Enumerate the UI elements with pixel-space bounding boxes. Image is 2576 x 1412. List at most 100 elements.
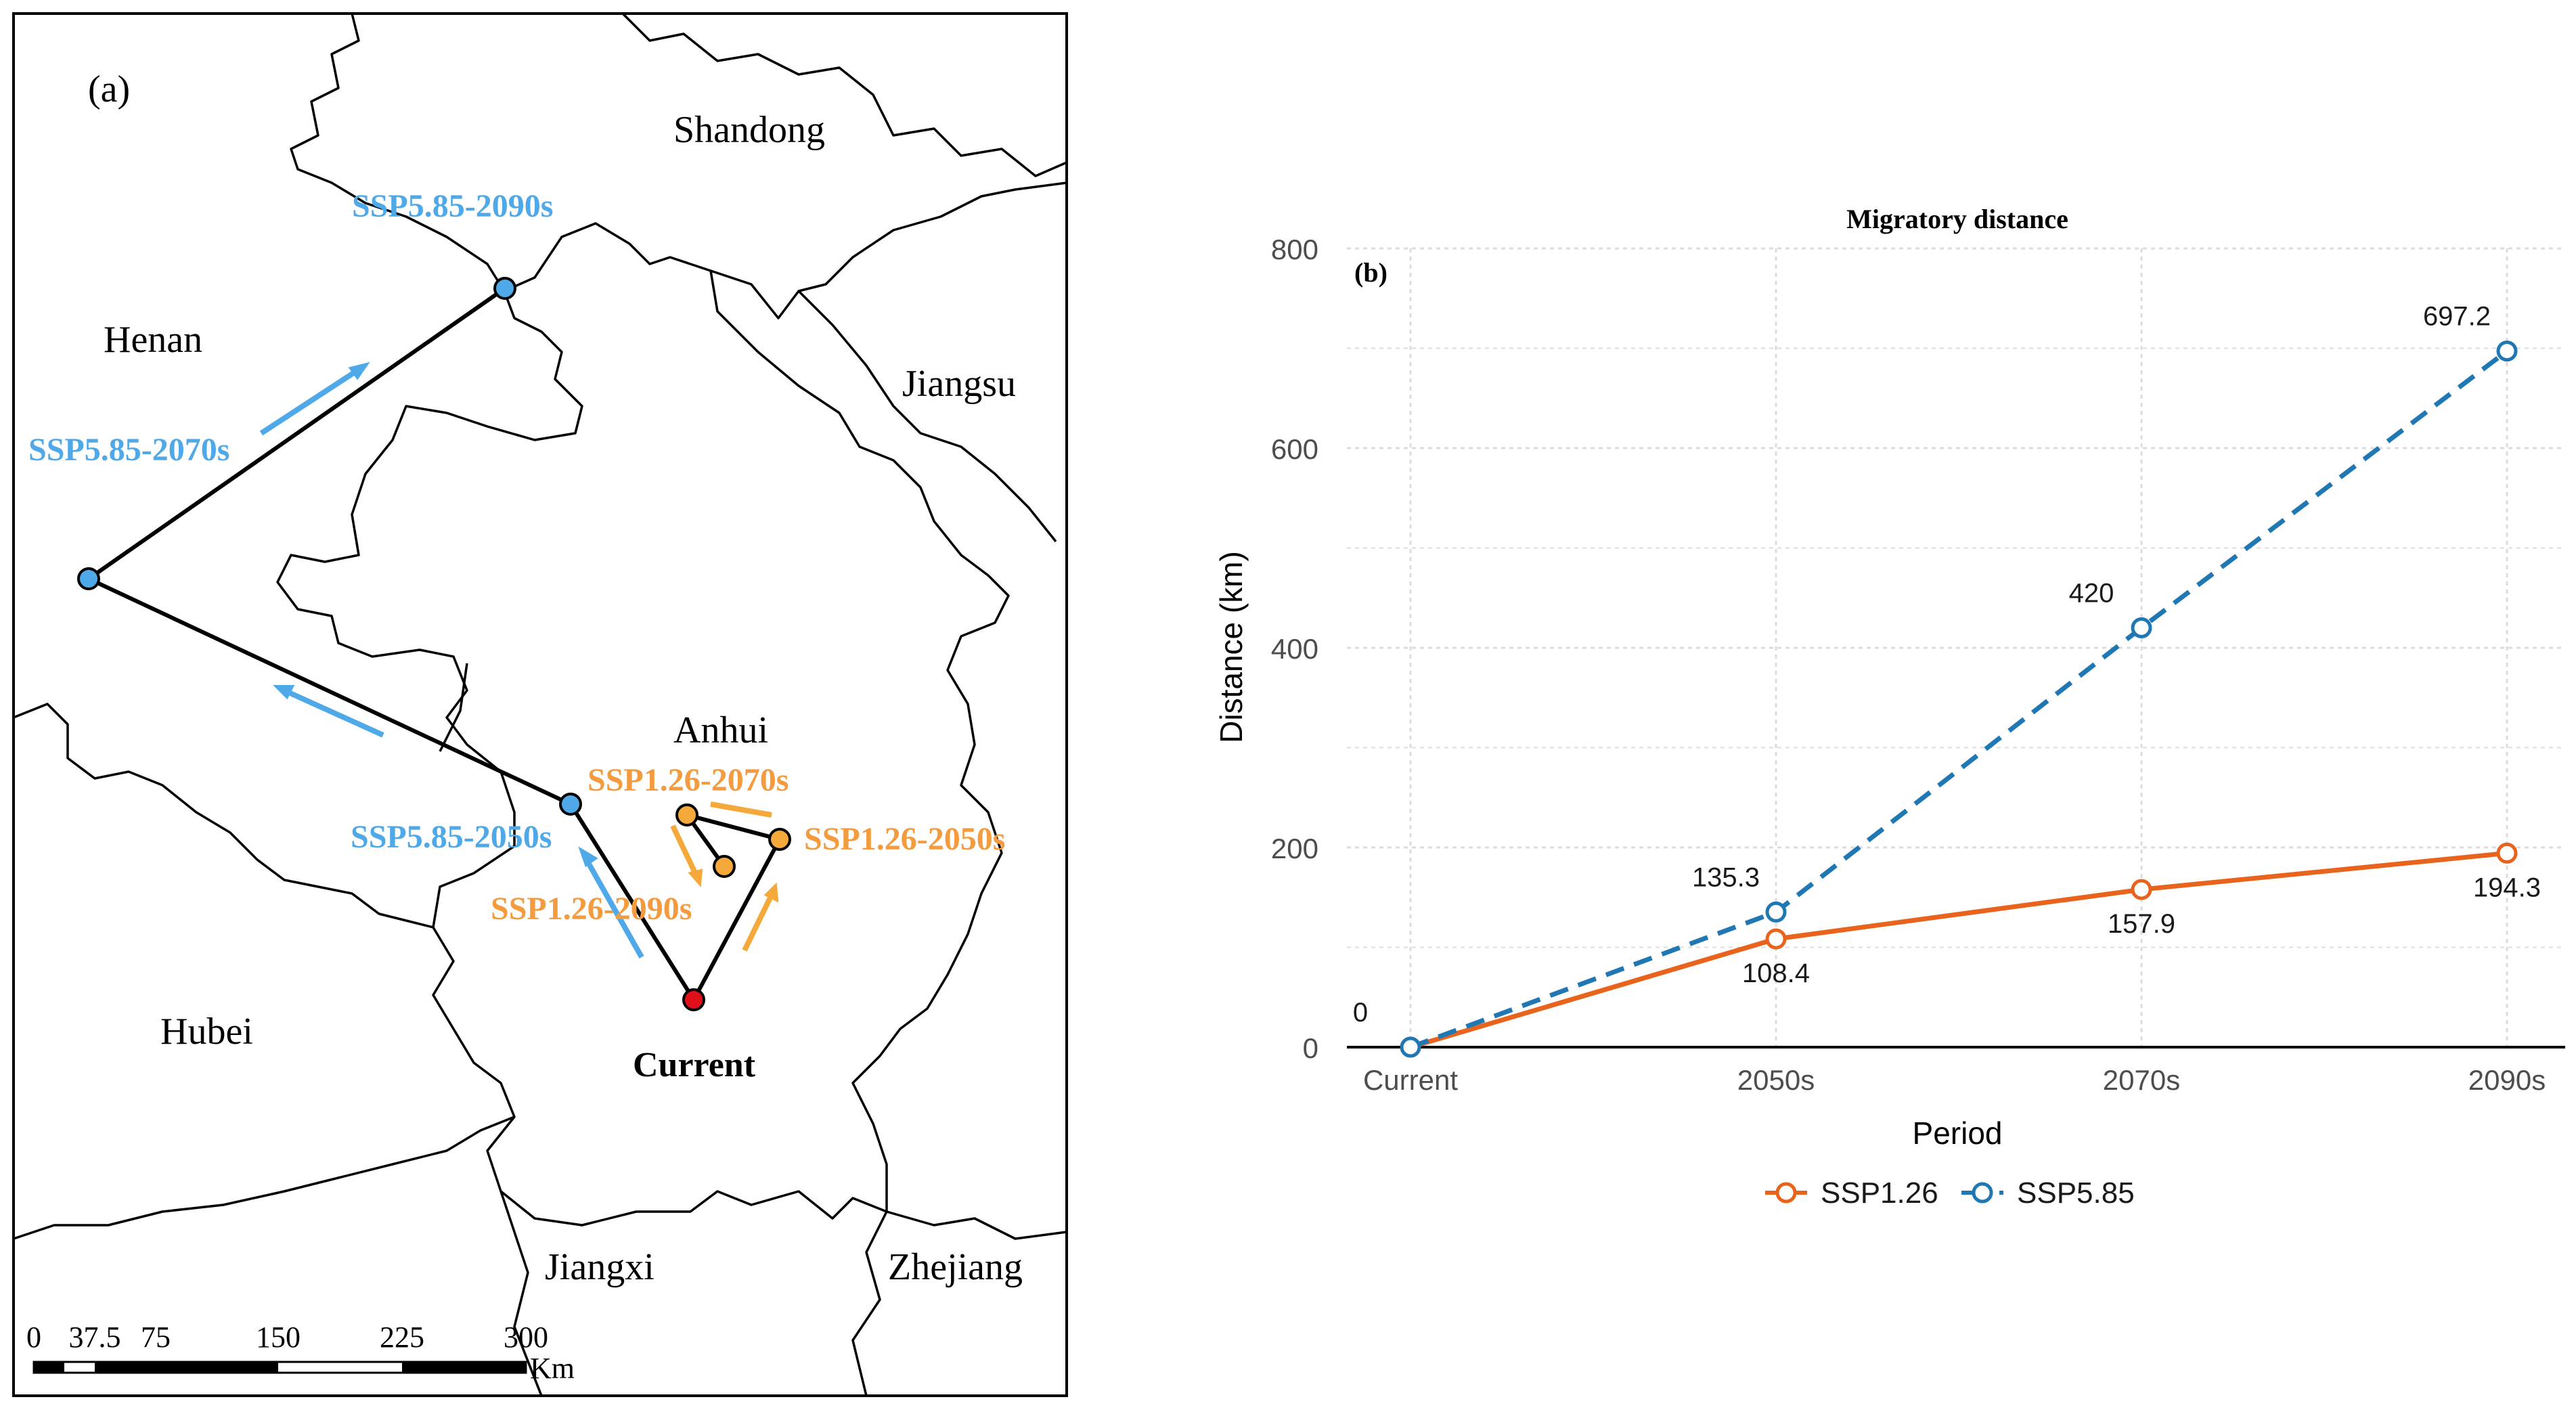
scale-tick: 37.5	[69, 1321, 121, 1354]
arrow-ssp585-2090	[259, 367, 361, 436]
data-point	[2131, 617, 2152, 638]
legend-label: SSP5.85	[2017, 1176, 2135, 1210]
scale-tick: 225	[380, 1321, 424, 1354]
ssp126-arrows	[670, 801, 779, 952]
y-tick-label: 0	[1303, 1032, 1318, 1064]
jiangxi-zhejiang-border	[851, 1211, 888, 1396]
anhui-jiangsu-border	[709, 270, 1010, 1212]
ssp585-route	[85, 286, 696, 1001]
x-tick-label: 2070s	[2103, 1064, 2180, 1096]
province-hubei: Hubei	[160, 1011, 253, 1053]
data-label: 108.4	[1742, 958, 1810, 988]
arrow-ssp126-2090	[670, 824, 700, 879]
label-ssp585-2050s: SSP5.85-2050s	[351, 819, 552, 855]
arrow-head-icon	[348, 361, 370, 380]
data-label: 194.3	[2473, 873, 2541, 902]
series-line-ssp585	[1409, 349, 2509, 1050]
data-labels: 108.4 157.9 194.3 0 135.3 420 697.2	[1353, 302, 2541, 1028]
scale-bar: 0 37.5 75 150 225 300 Km	[26, 1321, 575, 1385]
data-point	[1765, 901, 1787, 923]
arrow-ssp126-2050	[742, 891, 776, 952]
chart-panel: Migratory distance (b) 0 200 400 600 800 Cur…	[1214, 204, 2565, 1210]
map-panel: (a) Shandong Henan Jiangsu Anhui Hubei J…	[12, 12, 1068, 1397]
ssp585-arrows	[259, 361, 644, 958]
current-label: Current	[633, 1046, 756, 1084]
x-tick-label: Current	[1363, 1064, 1458, 1096]
henan-anhui-border	[276, 290, 887, 1227]
y-tick-labels: 0 200 400 600 800	[1271, 234, 1318, 1064]
scale-tick: 150	[256, 1321, 301, 1354]
arrow-ssp585-2070	[283, 688, 384, 738]
y-tick-label: 800	[1271, 234, 1318, 265]
data-point	[2131, 879, 2152, 900]
arrow-head-icon	[688, 868, 703, 887]
centroid-ssp126-2070s	[675, 803, 698, 826]
label-ssp126-2090s: SSP1.26-2090s	[491, 891, 692, 927]
data-label: 0	[1353, 998, 1368, 1028]
legend-marker	[1775, 1182, 1797, 1204]
chart-title: Migratory distance	[1846, 204, 2068, 234]
series-line-ssp126	[1410, 850, 2508, 1050]
province-shandong: Shandong	[673, 109, 825, 151]
province-jiangxi: Jiangxi	[545, 1246, 654, 1288]
series-layer	[1400, 340, 2518, 1058]
hubei-jiangxi-border	[13, 1116, 515, 1240]
scale-unit: Km	[530, 1352, 575, 1385]
province-jiangsu: Jiangsu	[902, 363, 1016, 405]
data-point	[2496, 340, 2518, 362]
province-henan: Henan	[104, 319, 202, 361]
centroid-ssp126-2050s	[768, 828, 791, 851]
arrow-head-icon	[273, 685, 295, 700]
arrow-head-icon	[763, 882, 779, 903]
label-ssp126-2050s: SSP1.26-2050s	[804, 821, 1005, 857]
centroid-current	[682, 988, 705, 1011]
label-ssp126-2070s: SSP1.26-2070s	[587, 762, 789, 798]
label-ssp585-2090s: SSP5.85-2090s	[352, 188, 553, 224]
chart-grid	[1347, 247, 2565, 1049]
arrow-ssp585-2050	[581, 853, 644, 958]
data-point	[1400, 1036, 1421, 1058]
x-tick-labels: Current 2050s 2070s 2090s	[1363, 1064, 2546, 1096]
arrow-head-icon	[578, 846, 598, 868]
data-point	[2496, 842, 2518, 864]
shandong-border	[290, 13, 1067, 319]
y-axis-title: Distance (km)	[1214, 551, 1249, 743]
data-label: 697.2	[2423, 302, 2491, 332]
data-label: 157.9	[2108, 909, 2175, 939]
scale-tick: 75	[141, 1321, 171, 1354]
province-anhui: Anhui	[673, 709, 768, 751]
legend-marker	[1972, 1182, 1993, 1204]
label-ssp585-2070s: SSP5.85-2070s	[28, 432, 229, 468]
legend: SSP1.26 SSP5.85	[1765, 1176, 2135, 1210]
y-tick-label: 200	[1271, 833, 1318, 864]
map-frame	[12, 12, 1068, 1397]
centroid-ssp585-2090s	[493, 277, 516, 300]
scale-tick: 300	[504, 1321, 548, 1354]
centroid-ssp585-2050s	[559, 793, 582, 816]
scale-tick: 0	[26, 1321, 41, 1354]
centroid-ssp126-2090s	[713, 855, 736, 878]
legend-label: SSP1.26	[1821, 1176, 1938, 1210]
map-panel-label: (a)	[88, 68, 130, 110]
zhejiang-north	[886, 1210, 1067, 1240]
ssp126-route	[682, 811, 783, 1001]
map-labels: (a) Shandong Henan Jiangsu Anhui Hubei J…	[28, 68, 1023, 1288]
jiangsu-inner	[797, 290, 1057, 543]
henan-spur	[439, 663, 468, 752]
x-tick-label: 2050s	[1737, 1064, 1815, 1096]
henan-hubei-border	[13, 703, 434, 929]
shandong-border-north	[621, 12, 1067, 177]
y-tick-label: 600	[1271, 433, 1318, 465]
data-label: 135.3	[1692, 862, 1760, 892]
province-zhejiang: Zhejiang	[888, 1246, 1023, 1288]
jiangxi-west	[499, 1191, 543, 1396]
chart-panel-label: (b)	[1354, 257, 1387, 288]
centroid-ssp585-2070s	[77, 567, 100, 590]
province-boundaries	[13, 12, 1067, 1396]
arrow-ssp126-2070	[710, 801, 772, 818]
data-point	[1765, 928, 1787, 950]
x-axis-title: Period	[1913, 1116, 2003, 1151]
x-tick-label: 2090s	[2468, 1064, 2546, 1096]
y-tick-label: 400	[1271, 633, 1318, 665]
